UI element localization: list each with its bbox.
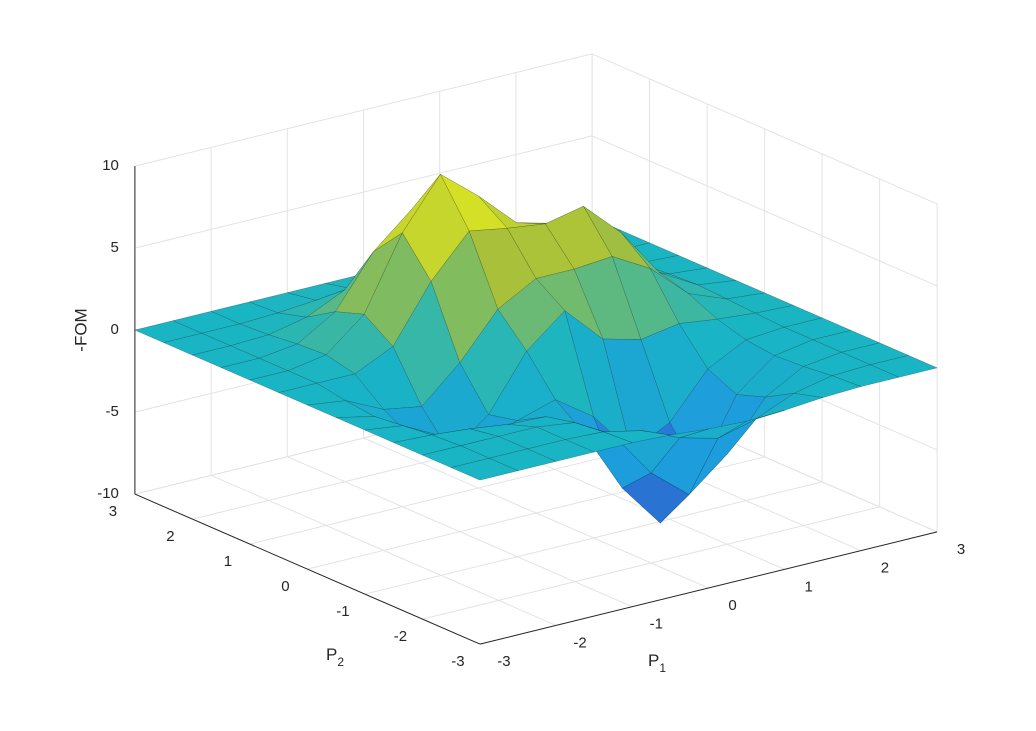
surface-patch (220, 357, 289, 381)
z-tick-label: 5 (111, 239, 119, 256)
surface-patch (296, 311, 365, 356)
surface-patch (641, 428, 709, 438)
surface-patch (603, 430, 671, 443)
y-axis-label-main: P (326, 645, 337, 664)
surface (134, 173, 938, 524)
x-axis-label-sub: 1 (659, 661, 666, 675)
y-axis-label-sub: 2 (337, 655, 344, 669)
y-tick-label: -3 (451, 653, 464, 670)
surface-patch (564, 431, 634, 453)
x-axis-label-main: P (648, 651, 659, 670)
y-axis-label: P2 (326, 645, 344, 669)
z-tick-label: 0 (111, 321, 119, 338)
surface-patch (459, 436, 529, 459)
z-tick-label: -10 (97, 485, 119, 502)
surface-patch (354, 346, 423, 410)
surface-patch (831, 364, 900, 387)
grid-line (591, 135, 938, 287)
surface-patch (267, 311, 337, 345)
x-tick-label: 1 (805, 578, 813, 595)
grid-line (591, 53, 938, 205)
grid-line (422, 506, 880, 620)
surface-patch (468, 227, 537, 310)
surface-patch (869, 355, 938, 378)
surface-patch (811, 330, 881, 353)
x-tick-label: -3 (497, 653, 510, 670)
surface-patch (402, 173, 470, 282)
surface-patch (430, 428, 499, 447)
surface-patch (526, 439, 595, 462)
surface-patch (450, 457, 519, 481)
y-tick-label: 0 (281, 578, 289, 595)
surface-patch (306, 400, 376, 418)
surface-patch (210, 301, 279, 325)
surface-patch (783, 317, 852, 341)
x-axis-label: P1 (648, 651, 666, 675)
y-tick-label: -2 (394, 628, 407, 645)
surface-patch (287, 354, 356, 384)
surface-patch (239, 312, 308, 336)
y-tick-label: 1 (224, 553, 232, 570)
surface-patch (229, 334, 299, 359)
surface-patch (488, 448, 557, 472)
y-axis-line (134, 493, 481, 645)
surface-patch (793, 375, 862, 398)
y-tick-label: 2 (166, 528, 174, 545)
surface-patch (392, 434, 462, 456)
grid-line (134, 135, 593, 249)
x-tick-label: 2 (881, 560, 889, 577)
z-axis-label: -FOM (71, 308, 90, 351)
surface-patch (430, 230, 499, 364)
x-axis-line (479, 531, 938, 645)
x-tick-label: 0 (728, 597, 736, 614)
surface-patch (736, 355, 804, 398)
surface-patch (336, 416, 404, 431)
z-tick-label: -5 (106, 403, 119, 420)
y-tick-label: 3 (109, 503, 117, 520)
grid-line (134, 53, 593, 167)
x-tick-label: 3 (957, 541, 965, 558)
surface-patch (249, 370, 318, 393)
surface-patch (421, 445, 491, 468)
surface-patch (248, 292, 317, 314)
x-tick-label: -1 (650, 616, 663, 633)
z-tick-label: 10 (102, 157, 119, 174)
x-tick-label: -2 (573, 634, 586, 651)
surface-patch (840, 342, 910, 366)
surface-patch (316, 373, 385, 410)
surface-patch (277, 382, 347, 406)
grid-line (364, 481, 823, 595)
y-tick-label: -1 (336, 603, 349, 620)
